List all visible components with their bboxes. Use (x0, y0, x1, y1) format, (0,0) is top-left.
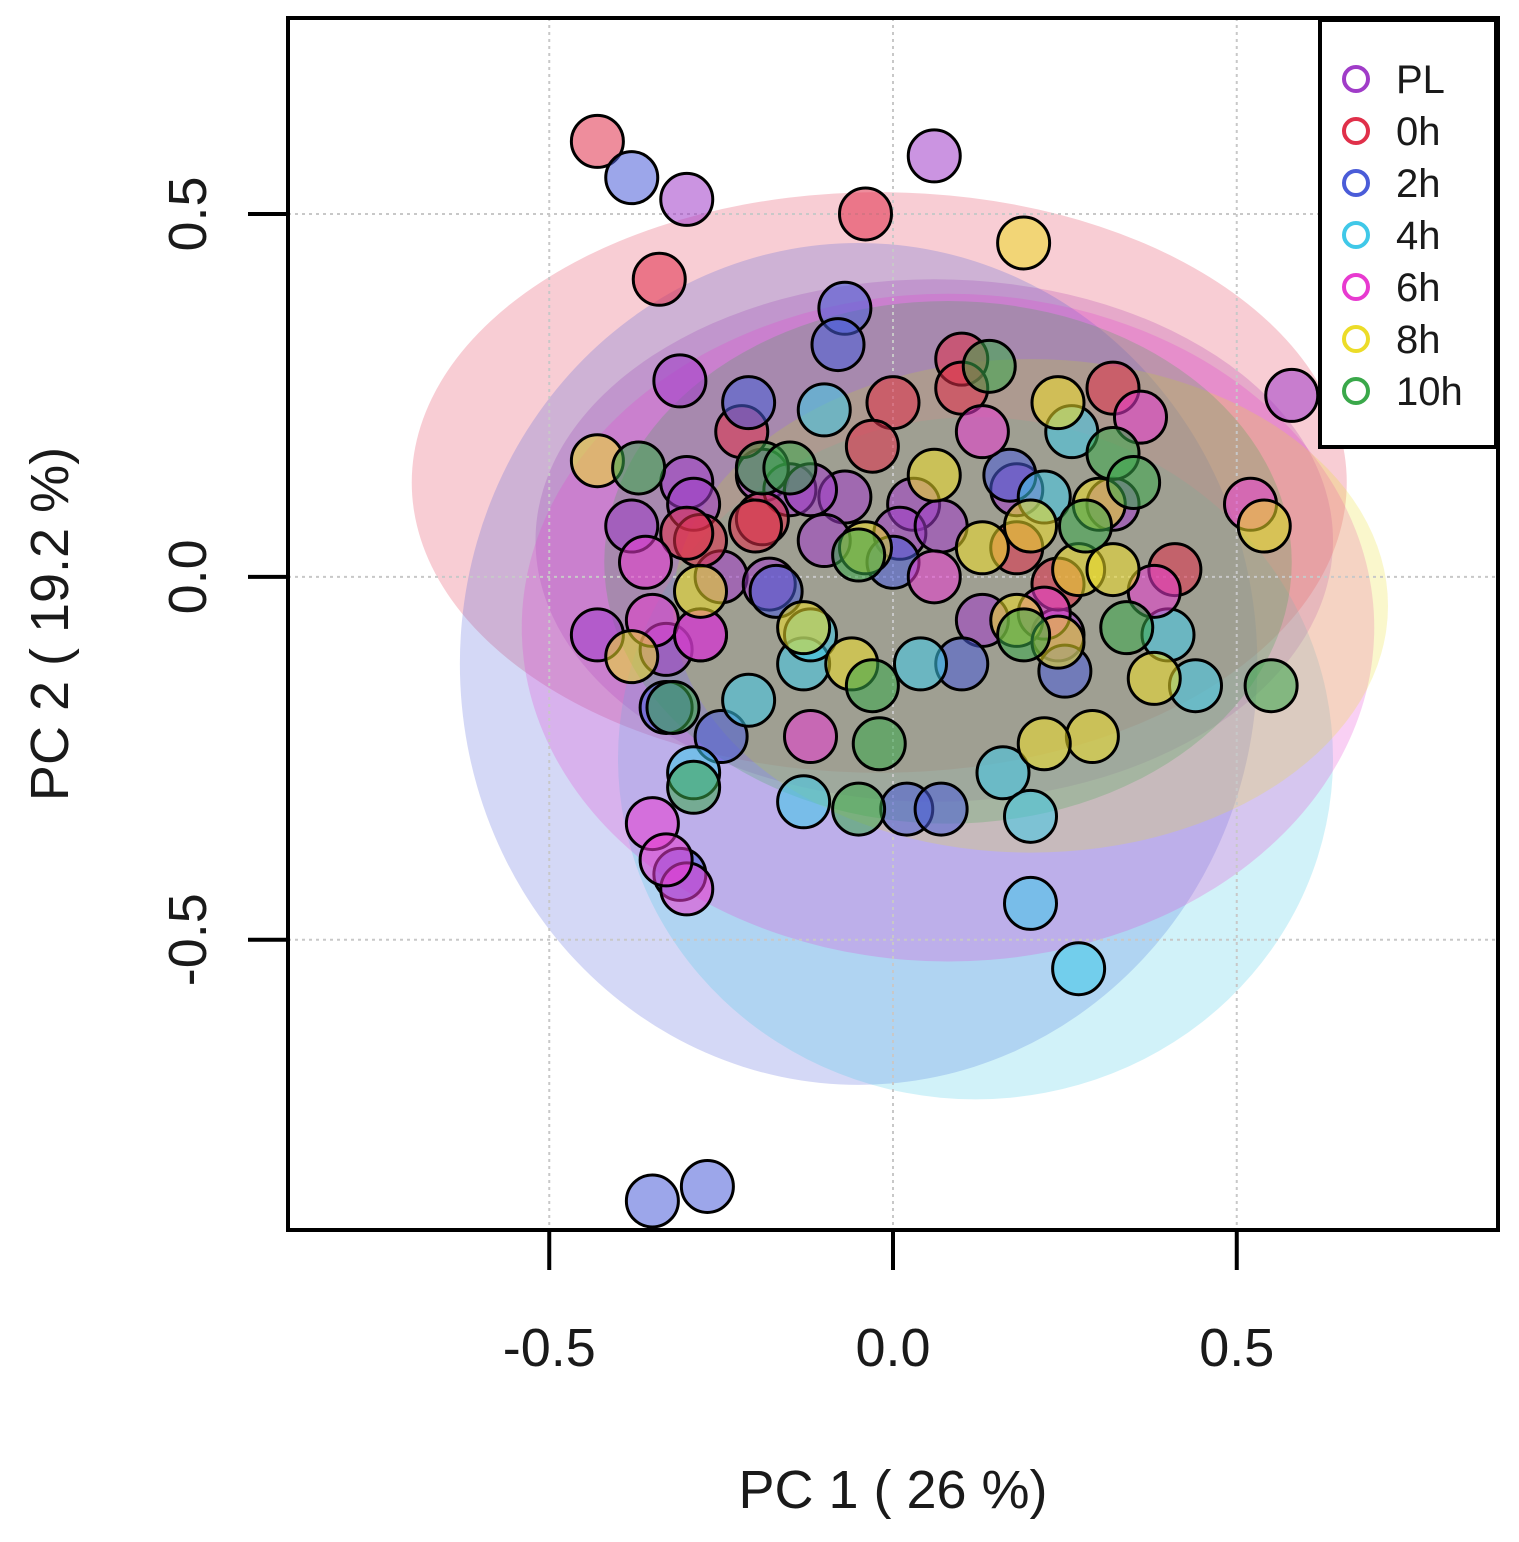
data-point-10h (611, 440, 667, 496)
data-point-8h (1126, 650, 1182, 706)
data-point-pl (1264, 367, 1320, 423)
data-point-10h (1099, 600, 1155, 656)
legend-marker-2h (1342, 169, 1370, 197)
data-point-2h (624, 1173, 680, 1229)
data-points (569, 113, 1320, 1229)
data-point-10h (1106, 454, 1162, 510)
legend-marker-4h (1342, 221, 1370, 249)
legend-marker-pl (1342, 65, 1370, 93)
x-tick-label: 0.5 (1199, 1318, 1274, 1378)
data-point-10h (762, 440, 818, 496)
data-point-10h (851, 716, 907, 772)
x-tick-label: 0.0 (855, 1318, 930, 1378)
data-point-pl (659, 171, 715, 227)
data-point-8h (1003, 498, 1058, 554)
data-point-8h (1085, 542, 1141, 598)
data-point-2h (913, 781, 969, 837)
y-axis-label: PC 2 ( 19.2 %) (20, 447, 80, 801)
data-point-8h (996, 215, 1052, 271)
legend-label-6h: 6h (1396, 266, 1441, 310)
data-point-8h (673, 563, 728, 619)
legend-items: PL 0h 2h 4h 6h 8h 10h (1342, 58, 1463, 414)
data-point-10h (961, 338, 1017, 394)
data-point-6h (954, 404, 1010, 460)
data-point-0h (659, 505, 715, 561)
x-axis-label: PC 1 ( 26 %) (738, 1460, 1047, 1520)
data-point-8h (906, 447, 962, 503)
data-point-2h (604, 150, 660, 206)
data-point-10h (1243, 658, 1299, 714)
data-point-10h (645, 679, 701, 735)
legend-label-0h: 0h (1396, 110, 1441, 154)
data-point-4h (893, 636, 948, 692)
data-point-4h (975, 745, 1031, 801)
legend-label-pl: PL (1396, 58, 1445, 102)
data-point-4h (1003, 875, 1058, 931)
data-point-pl (652, 353, 708, 409)
data-point-6h (906, 549, 962, 605)
data-point-10h (831, 527, 887, 583)
data-point-8h (954, 520, 1010, 576)
data-point-0h (838, 186, 893, 242)
data-point-6h (783, 708, 838, 764)
y-tick-label: 0.5 (158, 176, 218, 251)
data-point-8h (1030, 375, 1086, 431)
data-point-8h (776, 600, 832, 656)
data-point-6h (638, 832, 694, 888)
data-point-10h (844, 658, 900, 714)
legend-marker-0h (1342, 117, 1370, 145)
data-point-2h (810, 317, 866, 373)
data-point-10h (666, 759, 722, 815)
ellipse-6h (521, 293, 1375, 962)
legend-label-2h: 2h (1396, 162, 1441, 206)
data-point-10h (996, 607, 1052, 663)
data-point-4h (796, 382, 852, 438)
legend-label-4h: 4h (1396, 214, 1441, 258)
data-point-2h (679, 1158, 735, 1214)
y-axis-ticks: -0.5 0.0 0.5 (158, 176, 288, 986)
legend-marker-8h (1342, 325, 1370, 353)
legend: PL 0h 2h 4h 6h 8h 10h (1318, 18, 1498, 449)
legend-marker-10h (1342, 377, 1370, 405)
x-tick-label: -0.5 (503, 1318, 596, 1378)
data-point-0h (728, 498, 783, 554)
data-point-0h (631, 251, 687, 307)
legend-marker-6h (1342, 273, 1370, 301)
data-point-8h (1064, 708, 1120, 764)
data-point-10h (831, 781, 887, 837)
data-point-pl (906, 128, 962, 184)
data-point-4h (1003, 788, 1058, 844)
legend-label-8h: 8h (1396, 318, 1441, 362)
data-point-0h (569, 113, 625, 169)
data-point-8h (604, 629, 660, 685)
data-point-8h (1236, 498, 1292, 554)
data-point-4h (776, 774, 832, 830)
data-point-0h (844, 418, 900, 474)
y-tick-label: -0.5 (158, 893, 218, 986)
data-point-6h (618, 534, 673, 590)
x-axis-ticks: -0.5 0.0 0.5 (503, 1230, 1274, 1378)
y-tick-label: 0.0 (158, 539, 218, 614)
data-point-4h (721, 672, 777, 728)
data-point-10h (1058, 498, 1113, 554)
data-point-4h (1051, 941, 1107, 997)
legend-label-10h: 10h (1396, 370, 1463, 414)
data-point-2h (721, 375, 777, 431)
data-point-8h (1016, 716, 1072, 772)
